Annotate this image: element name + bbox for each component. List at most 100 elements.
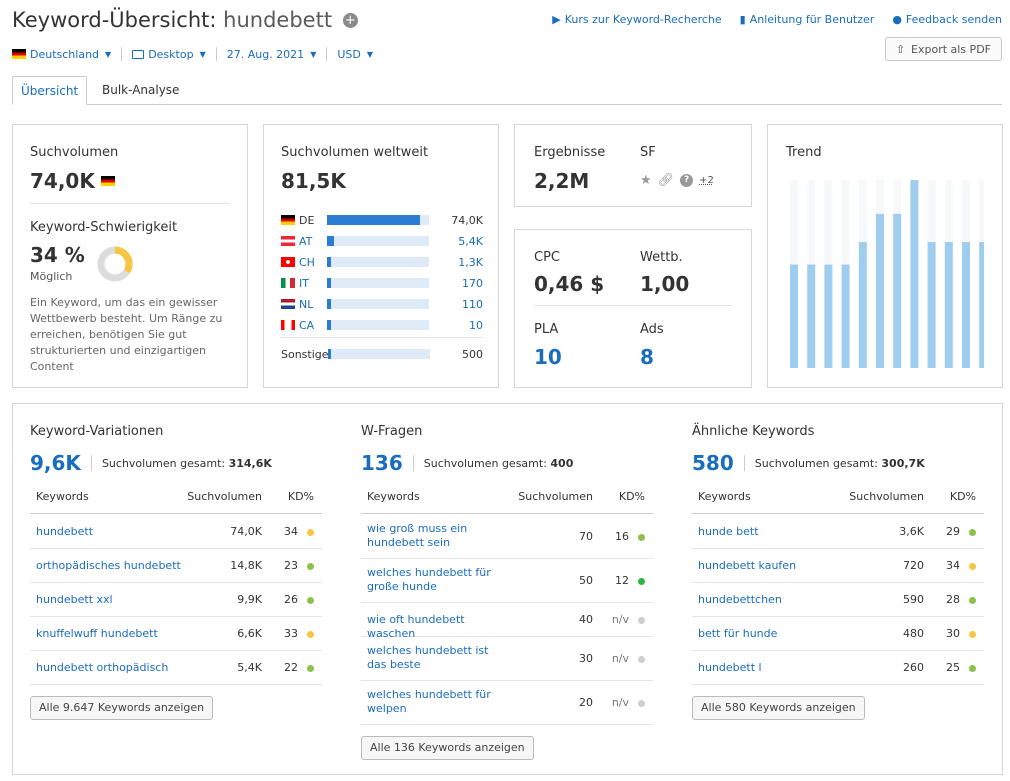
sf-more-link[interactable]: +2 (699, 175, 714, 186)
keyword-link[interactable]: knuffelwuff hundebett (36, 627, 158, 640)
kd-indicator-dot (307, 664, 314, 672)
export-pdf-button[interactable]: ⇧ Export als PDF (884, 37, 1002, 61)
country-bar-fill (327, 236, 334, 246)
keyword-count[interactable]: 136 (361, 451, 403, 475)
keyword-link[interactable]: hundebett xxl (36, 593, 113, 606)
currency-select[interactable]: USD ▼ (337, 47, 374, 61)
trend-bar[interactable] (962, 242, 970, 368)
kd-value: 29 (946, 525, 960, 538)
trend-bar[interactable] (824, 264, 833, 368)
pla-value[interactable]: 10 (534, 345, 562, 369)
keyword-link[interactable]: welches hundebett ist das beste (367, 644, 489, 671)
keyword-link[interactable]: orthopädisches hundebett (36, 559, 181, 572)
kd-value: n/v (611, 652, 629, 665)
course-link[interactable]: ▶ Kurs zur Keyword-Recherche (552, 13, 722, 26)
country-volume: 170 (462, 276, 483, 290)
search-volume: 9,9K (237, 593, 262, 606)
keyword-link[interactable]: welches hundebett für große hunde (367, 566, 491, 593)
kd-value: 12 (615, 574, 629, 587)
trend-bar[interactable] (944, 242, 953, 368)
keyword-link[interactable]: wie oft hundebett waschen (367, 613, 465, 640)
trend-bar[interactable] (893, 213, 902, 368)
country-row-it[interactable]: IT 170 (281, 276, 483, 290)
tab-overview[interactable]: Übersicht (12, 76, 88, 105)
kd-indicator-dot (638, 616, 645, 624)
country-row-nl[interactable]: NL 110 (281, 297, 483, 311)
trend-card: Trend (767, 124, 1003, 388)
column-header[interactable]: KD% (287, 490, 314, 503)
trend-bar[interactable] (790, 264, 798, 368)
country-bar-fill (328, 349, 331, 359)
kd-indicator-dot (638, 655, 645, 663)
column-header[interactable]: Keywords (698, 490, 751, 503)
country-row-de: DE 74,0K (281, 213, 483, 227)
column-header[interactable]: Suchvolumen (849, 490, 924, 503)
table-row: hundebettchen 590 28 (692, 583, 984, 617)
keyword-link[interactable]: wie groß muss ein hundebett sein (367, 522, 468, 549)
column-header[interactable]: Suchvolumen (518, 490, 593, 503)
keyword-link[interactable]: hundebett orthopädisch (36, 661, 169, 674)
keyword-count[interactable]: 9,6K (30, 451, 81, 475)
keyword-link[interactable]: hundebett l (698, 661, 762, 674)
column-header[interactable]: Keywords (367, 490, 420, 503)
column-header[interactable]: Keywords (36, 490, 89, 503)
country-bar-fill (327, 320, 331, 330)
table-header: Keywords Suchvolumen KD% (30, 488, 322, 514)
device-select[interactable]: Desktop ▼ (132, 48, 206, 61)
search-volume: 14,8K (230, 559, 262, 572)
trend-bar[interactable] (876, 213, 884, 368)
question-icon[interactable]: ? (680, 174, 694, 187)
column-header[interactable]: KD% (949, 490, 976, 503)
upload-icon: ⇧ (895, 42, 906, 56)
manual-link[interactable]: ▮ Anleitung für Benutzer (739, 13, 875, 26)
column-header[interactable]: Suchvolumen (187, 490, 262, 503)
chevron-down-icon: ▼ (105, 49, 112, 59)
search-volume: 30 (579, 652, 593, 665)
trend-bar[interactable] (927, 242, 936, 368)
keyword-count[interactable]: 580 (692, 451, 734, 475)
show-all-keywords-button[interactable]: Alle 136 Keywords anzeigen (361, 736, 534, 760)
keyword-link[interactable]: bett für hunde (698, 627, 778, 640)
show-all-keywords-button[interactable]: Alle 580 Keywords anzeigen (692, 696, 865, 720)
keyword-lists-card: Keyword-Variationen 9,6K Suchvolumen gesam… (12, 403, 1003, 775)
keyword-link[interactable]: welches hundebett für welpen (367, 688, 491, 715)
country-volume: 110 (462, 297, 483, 311)
column-title: W-Fragen (361, 424, 423, 439)
cpc-value: 0,46 $ (534, 272, 605, 296)
trend-bar[interactable] (910, 180, 919, 368)
show-all-keywords-button[interactable]: Alle 9.647 Keywords anzeigen (30, 696, 214, 720)
speech-bubble-icon: ● (892, 13, 902, 26)
tab-bulk-analysis[interactable]: Bulk-Analyse (102, 83, 180, 97)
kd-value: 34 % (30, 243, 85, 267)
chevron-down-icon: ▼ (366, 49, 374, 59)
keyword-link[interactable]: hundebett (36, 525, 94, 538)
pla-label: PLA (534, 322, 559, 337)
trend-bar[interactable] (979, 242, 984, 368)
column-title: Keyword-Variationen (30, 424, 164, 439)
kd-indicator-dot (307, 630, 314, 638)
star-icon[interactable]: ★ (640, 173, 652, 188)
date-select[interactable]: 27. Aug. 2021 ▼ (226, 47, 317, 61)
country-select[interactable]: Deutschland ▼ (12, 48, 111, 61)
keyword-link[interactable]: hundebett kaufen (698, 559, 797, 572)
search-volume: 260 (903, 661, 924, 674)
table-row: wie oft hundebett waschen 40 n/v (361, 603, 653, 640)
country-row-at[interactable]: AT 5,4K (281, 234, 483, 248)
serp-features: ★ 🔗︎ ? +2 (640, 173, 714, 188)
keyword-link[interactable]: hundebettchen (698, 593, 782, 606)
search-volume: 74,0K (230, 525, 262, 538)
add-keyword-icon[interactable]: + (342, 13, 358, 28)
country-volume: 1,3K (458, 255, 483, 269)
trend-bar[interactable] (807, 264, 816, 368)
link-icon[interactable]: 🔗︎ (657, 173, 675, 188)
kd-description: Ein Keyword, um das ein gewisser Wettbew… (30, 296, 223, 373)
keyword-link[interactable]: hunde bett (698, 525, 759, 538)
country-row-ca[interactable]: CA 10 (281, 318, 483, 332)
column-header[interactable]: KD% (618, 490, 645, 503)
trend-bar[interactable] (841, 264, 850, 368)
kd-indicator-dot (638, 533, 645, 541)
trend-bar[interactable] (858, 242, 867, 368)
ads-value[interactable]: 8 (640, 345, 654, 369)
feedback-link[interactable]: ● Feedback senden (892, 13, 1002, 26)
country-row-ch[interactable]: CH 1,3K (281, 255, 483, 269)
